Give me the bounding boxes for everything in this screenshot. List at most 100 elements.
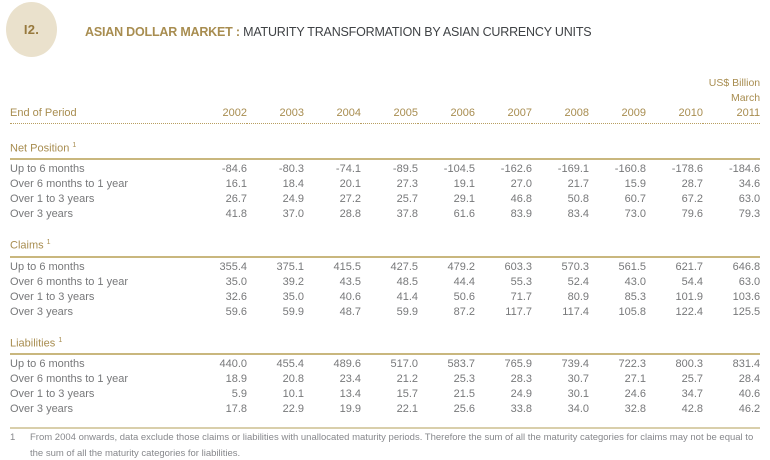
cell-value: 18.9 xyxy=(225,373,247,386)
cell-value: 55.3 xyxy=(510,275,532,288)
cell-value: 18.4 xyxy=(282,178,304,191)
row-label: Over 3 years xyxy=(10,208,73,221)
cell-value: -160.8 xyxy=(614,163,646,176)
cell-value: 24.9 xyxy=(282,193,304,206)
column-header-year: 2006 xyxy=(418,104,475,124)
table-row: Over 3 years 41.8 37.0 28.8 37.8 61.6 83.9 83.4… xyxy=(10,206,760,221)
year-header-row: End of Period 2002 2003 2004 2005 2006 2… xyxy=(10,104,761,124)
cell-value: 122.4 xyxy=(675,305,703,318)
cell-value: 27.0 xyxy=(510,178,532,191)
table-row: Over 1 to 3 years 5.9 10.1 13.4 15.7 21.5 24.9… xyxy=(10,386,760,401)
cell-value: 71.7 xyxy=(510,290,532,303)
cell-value: 40.6 xyxy=(738,388,761,401)
section-heading-row: Claims 1 xyxy=(10,221,761,258)
cell-value: 73.0 xyxy=(624,208,646,221)
cell-value: 35.0 xyxy=(225,275,247,288)
cell-value: -162.6 xyxy=(500,163,532,176)
cell-value: 800.3 xyxy=(675,358,703,371)
cell-value: 48.5 xyxy=(396,275,418,288)
cell-value: 30.1 xyxy=(567,388,589,401)
row-label: Over 6 months to 1 year xyxy=(10,178,128,191)
cell-value: 570.3 xyxy=(561,260,589,273)
section-heading-row: Net Position 1 xyxy=(10,123,761,161)
cell-value: 15.9 xyxy=(624,178,646,191)
cell-value: 32.6 xyxy=(225,290,247,303)
cell-value: 621.7 xyxy=(675,260,703,273)
cell-value: -184.6 xyxy=(728,163,761,176)
cell-value: 28.8 xyxy=(339,208,361,221)
table-row: Over 1 to 3 years 32.6 35.0 40.6 41.4 50.6 71.… xyxy=(10,289,760,304)
cell-value: 46.2 xyxy=(738,403,761,416)
cell-value: 67.2 xyxy=(681,193,703,206)
cell-value: 375.1 xyxy=(276,260,304,273)
cell-value: 34.6 xyxy=(738,178,761,191)
cell-value: 50.6 xyxy=(453,290,475,303)
cell-value: 32.8 xyxy=(624,403,646,416)
cell-value: 43.0 xyxy=(624,275,646,288)
cell-value: 415.5 xyxy=(333,260,361,273)
cell-value: 25.7 xyxy=(681,373,703,386)
cell-value: -89.5 xyxy=(392,163,418,176)
cell-value: 42.8 xyxy=(681,403,703,416)
cell-value: 37.8 xyxy=(396,208,418,221)
cell-value: 21.5 xyxy=(453,388,475,401)
footnote: 1 From 2004 onwards, data exclude those … xyxy=(10,430,762,460)
row-label: Over 6 months to 1 year xyxy=(10,275,128,288)
cell-value: 29.1 xyxy=(453,193,475,206)
cell-value: 489.6 xyxy=(333,358,361,371)
cell-value: 355.4 xyxy=(219,260,247,273)
cell-value: -178.6 xyxy=(671,163,703,176)
cell-value: 34.0 xyxy=(567,403,589,416)
cell-value: 61.6 xyxy=(453,208,475,221)
maturity-table: US$ Billion March End of Period 2002 200… xyxy=(10,74,761,416)
section-title: Liabilities 1 xyxy=(10,318,761,356)
cell-value: 80.9 xyxy=(567,290,589,303)
cell-value: 28.3 xyxy=(510,373,532,386)
column-header-year: 2008 xyxy=(532,104,589,124)
cell-value: 79.6 xyxy=(681,208,703,221)
table-row: Up to 6 months 440.0 455.4 489.6 517.0 583.7 7… xyxy=(10,354,760,371)
table-bottom-rule xyxy=(10,427,760,430)
row-label: Up to 6 months xyxy=(10,163,85,176)
cell-value: 27.2 xyxy=(339,193,361,206)
table-row: Over 6 months to 1 year 16.1 18.4 20.1 27.3 1… xyxy=(10,176,760,191)
page-title-secondary: MATURITY TRANSFORMATION BY ASIAN CURRENC… xyxy=(243,25,592,39)
cell-value: 63.0 xyxy=(738,193,761,206)
cell-value: 24.6 xyxy=(624,388,646,401)
column-header-year: 2007 xyxy=(475,104,532,124)
cell-value: 83.4 xyxy=(567,208,589,221)
cell-value: 59.9 xyxy=(282,305,304,318)
cell-value: 59.6 xyxy=(225,305,247,318)
cell-value: 41.4 xyxy=(396,290,418,303)
cell-value: 27.1 xyxy=(624,373,646,386)
footnote-marker: 1 xyxy=(72,141,77,149)
cell-value: 16.1 xyxy=(225,178,247,191)
cell-value: 79.3 xyxy=(738,208,761,221)
cell-value: 5.9 xyxy=(231,388,247,401)
column-header-year: 2003 xyxy=(247,104,304,124)
cell-value: 17.8 xyxy=(225,403,247,416)
cell-value: 59.9 xyxy=(396,305,418,318)
cell-value: 765.9 xyxy=(504,358,532,371)
table-row: Over 1 to 3 years 26.7 24.9 27.2 25.7 29.1 46.… xyxy=(10,191,760,206)
cell-value: 22.1 xyxy=(396,403,418,416)
cell-value: 125.5 xyxy=(732,305,761,318)
cell-value: 24.9 xyxy=(510,388,532,401)
cell-value: 19.1 xyxy=(453,178,475,191)
cell-value: 455.4 xyxy=(276,358,304,371)
table-body: Net Position 1 Up to 6 months -84.6 -80.3 -7… xyxy=(10,123,761,416)
cell-value: 105.8 xyxy=(618,305,646,318)
cell-value: 20.1 xyxy=(339,178,361,191)
row-label: Over 1 to 3 years xyxy=(10,290,95,303)
cell-value: -80.3 xyxy=(278,163,304,176)
cell-value: 517.0 xyxy=(390,358,418,371)
cell-value: 41.8 xyxy=(225,208,247,221)
cell-value: 48.7 xyxy=(339,305,361,318)
table-row: Over 3 years 59.6 59.9 48.7 59.9 87.2 117.7 117… xyxy=(10,304,760,319)
cell-value: 10.1 xyxy=(282,388,304,401)
cell-value: 87.2 xyxy=(453,305,475,318)
cell-value: 50.8 xyxy=(567,193,589,206)
cell-value: 117.4 xyxy=(562,305,589,318)
cell-value: 27.3 xyxy=(396,178,418,191)
